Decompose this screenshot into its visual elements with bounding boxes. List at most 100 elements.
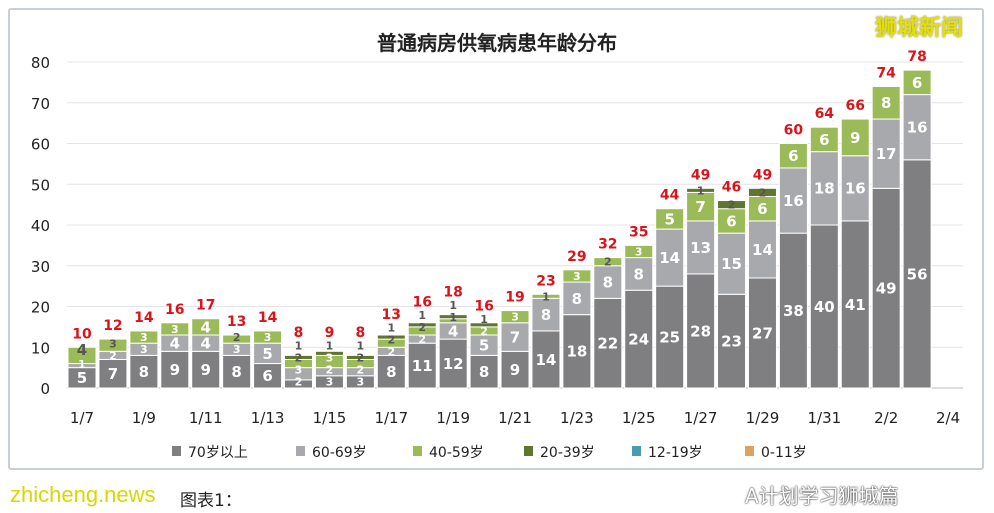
account-watermark: A计划学习狮城篇 <box>745 484 899 508</box>
bar-segment <box>562 269 592 283</box>
segment-label: 8 <box>386 363 396 381</box>
segment-label: 2 <box>326 363 334 376</box>
bar-segment <box>809 224 839 389</box>
y-tick-label: 70 <box>31 95 50 113</box>
segment-label: 8 <box>572 290 582 308</box>
total-label: 18 <box>443 284 462 300</box>
legend-swatch <box>632 446 641 456</box>
total-label: 17 <box>196 298 215 314</box>
y-tick-label: 10 <box>31 339 50 357</box>
bar-segment <box>284 354 314 360</box>
bar-segment <box>314 350 344 356</box>
total-label: 16 <box>165 302 184 318</box>
total-label: 16 <box>474 298 493 314</box>
segment-label: 2 <box>109 349 117 362</box>
bar-segment <box>686 187 716 193</box>
segment-label: 9 <box>850 129 860 147</box>
segment-label: 25 <box>659 328 680 346</box>
segment-label: 1 <box>418 309 426 322</box>
bar-segment <box>717 200 747 210</box>
total-label: 32 <box>598 237 617 253</box>
bar-segment <box>593 257 623 267</box>
legend-swatch <box>524 446 533 456</box>
segment-label: 6 <box>819 131 829 149</box>
segment-label: 12 <box>443 355 464 373</box>
segment-label: 18 <box>566 343 587 361</box>
x-tick-label: 1/27 <box>684 409 718 427</box>
x-tick-label: 1/25 <box>622 409 656 427</box>
bar-segment <box>747 277 777 389</box>
segment-label: 2 <box>418 321 426 334</box>
bar-segment <box>469 354 499 389</box>
bar-segment <box>593 297 623 389</box>
bar-segment <box>624 289 654 389</box>
bar-segment <box>809 151 839 226</box>
bar-segment <box>686 191 716 222</box>
segment-label: 2 <box>295 351 303 364</box>
bar-segment <box>655 228 685 287</box>
legend-swatch <box>413 446 422 456</box>
segment-label: 5 <box>479 337 489 355</box>
segment-label: 2 <box>357 363 365 376</box>
bar-segment <box>191 318 221 336</box>
segment-label: 38 <box>783 302 804 320</box>
bar-segment <box>624 257 654 291</box>
segment-label: 3 <box>573 270 581 283</box>
bar-segment <box>655 208 685 230</box>
segment-label: 22 <box>597 335 618 353</box>
bar-segment <box>129 354 159 389</box>
segment-label: 17 <box>876 145 897 163</box>
segment-label: 3 <box>511 311 519 324</box>
x-tick-label: 2/2 <box>874 409 898 427</box>
segment-label: 2 <box>480 325 488 338</box>
figure-caption: 图表1： <box>180 491 242 511</box>
segment-label: 8 <box>541 306 551 324</box>
bar-segment <box>747 195 777 222</box>
legend-label: 0-11岁 <box>761 445 807 461</box>
total-label: 8 <box>355 325 365 341</box>
bar-segment <box>717 208 747 234</box>
segment-label: 3 <box>326 351 334 364</box>
legend-label: 40-59岁 <box>429 445 484 461</box>
segment-label: 4 <box>448 322 458 340</box>
y-tick-label: 0 <box>40 380 50 398</box>
y-tick-label: 40 <box>31 217 50 235</box>
segment-label: 8 <box>603 273 613 291</box>
x-tick-label: 1/15 <box>313 409 347 427</box>
bar-segment <box>129 330 159 344</box>
segment-label: 11 <box>412 357 433 375</box>
bar-segment <box>562 281 592 316</box>
site-watermark: zhicheng.news <box>10 482 156 507</box>
segment-label: 16 <box>907 119 928 137</box>
segment-label: 2 <box>295 375 303 388</box>
bar-segment <box>160 322 190 336</box>
legend-label: 70岁以上 <box>188 445 248 461</box>
x-tick-label: 1/13 <box>251 409 285 427</box>
y-tick-label: 50 <box>31 176 50 194</box>
segment-label: 4 <box>77 341 87 359</box>
total-label: 64 <box>815 106 835 122</box>
x-tick-label: 2/4 <box>936 409 960 427</box>
legend-swatch <box>745 446 754 456</box>
segment-label: 13 <box>690 239 711 257</box>
segment-label: 6 <box>726 212 736 230</box>
legend-swatch <box>172 446 181 456</box>
segment-label: 24 <box>628 331 649 349</box>
total-label: 19 <box>505 290 524 306</box>
segment-label: 8 <box>139 363 149 381</box>
segment-label: 56 <box>907 265 928 283</box>
x-tick-label: 1/9 <box>132 409 156 427</box>
bar-segment <box>469 322 499 328</box>
segment-label: 14 <box>536 351 557 369</box>
segment-label: 8 <box>479 363 489 381</box>
legend-swatch <box>296 446 305 456</box>
bar-segment <box>253 363 283 389</box>
segment-label: 27 <box>752 324 773 342</box>
bar-segment <box>747 187 777 197</box>
segment-label: 1 <box>449 311 457 324</box>
segment-label: 16 <box>783 192 804 210</box>
segment-label: 6 <box>788 147 798 165</box>
bar-segment <box>500 322 530 352</box>
segment-label: 3 <box>140 343 148 356</box>
bar-segment <box>67 346 97 365</box>
